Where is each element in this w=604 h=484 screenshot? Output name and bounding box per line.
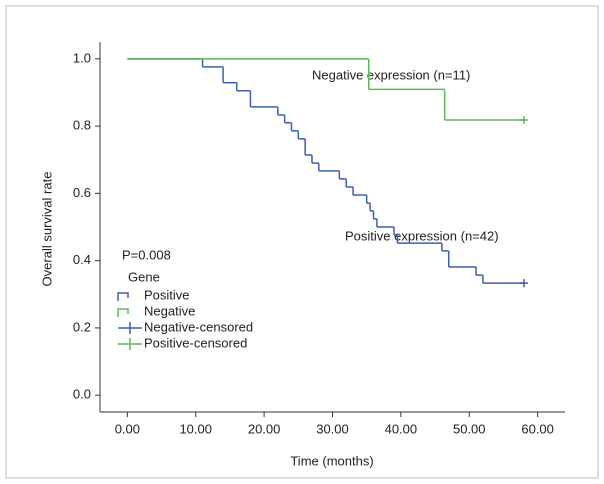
legend-title: Gene (128, 269, 160, 284)
legend-label: Positive (144, 287, 190, 302)
y-tick-label: 0.0 (73, 387, 91, 402)
x-tick-label: 60.00 (521, 421, 554, 436)
censor-mark (519, 116, 528, 125)
y-tick-label: 0.2 (73, 319, 91, 334)
censor-mark (519, 279, 528, 288)
legend-swatch (117, 308, 129, 317)
x-tick-label: 10.00 (179, 421, 212, 436)
annotation: P=0.008 (122, 247, 171, 262)
legend-label: Negative-censored (144, 319, 253, 334)
legend-label: Positive-censored (144, 335, 247, 350)
legend-swatch (118, 338, 142, 350)
y-tick-label: 0.4 (73, 252, 91, 267)
annotation: Negative expression (n=11) (312, 67, 470, 82)
x-tick-label: 30.00 (316, 421, 349, 436)
y-tick-label: 0.8 (73, 118, 91, 133)
y-tick-label: 0.6 (73, 185, 91, 200)
legend-swatch (117, 292, 129, 301)
x-tick-label: 0.00 (115, 421, 140, 436)
x-tick-label: 40.00 (385, 421, 418, 436)
x-tick-label: 20.00 (248, 421, 281, 436)
y-axis-label: Overall survival rate (39, 172, 54, 287)
frame (5, 5, 599, 479)
annotation: Positive expression (n=42) (345, 228, 499, 243)
x-axis-label: Time (months) (290, 453, 373, 468)
legend-label: Negative (144, 303, 195, 318)
y-tick-label: 1.0 (73, 50, 91, 65)
legend-swatch (118, 322, 142, 334)
x-tick-label: 50.00 (453, 421, 486, 436)
